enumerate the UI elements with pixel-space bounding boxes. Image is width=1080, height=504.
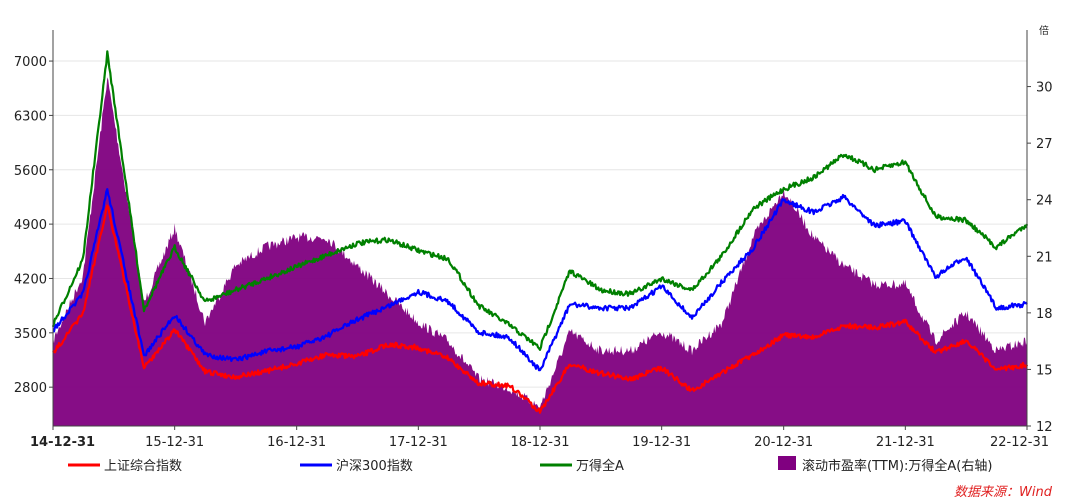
series-csi300-line [52, 188, 1028, 372]
line-layer [51, 50, 1029, 414]
series-sse-composite-line [52, 204, 1029, 414]
x-tick-label: 22-12-31 [990, 435, 1049, 450]
series-wind-all-a-line [51, 50, 1029, 351]
right-tick-label: 27 [1036, 137, 1053, 152]
legend-label: 滚动市盈率(TTM):万得全A(右轴) [802, 458, 992, 474]
x-tick-label: 14-12-31 [30, 435, 95, 450]
right-tick-label: 15 [1036, 363, 1053, 378]
left-tick-label: 4200 [14, 272, 47, 287]
series-pe-ratio-area [53, 77, 1027, 427]
x-tick-label: 19-12-31 [632, 435, 691, 450]
x-tick-label: 16-12-31 [267, 435, 326, 450]
right-tick-label: 21 [1036, 250, 1053, 265]
source-label: 数据来源：Wind [954, 485, 1053, 500]
right-tick-label: 18 [1036, 307, 1053, 322]
pe-area-layer [53, 77, 1027, 427]
legend-label: 沪深300指数 [336, 458, 413, 474]
left-tick-label: 3500 [14, 327, 47, 342]
right-axis-unit-label: 倍 [1039, 24, 1049, 37]
x-tick-label: 17-12-31 [389, 435, 448, 450]
right-tick-label: 12 [1036, 420, 1053, 435]
left-tick-label: 4900 [14, 218, 47, 233]
right-tick-label: 24 [1036, 194, 1053, 209]
legend: 上证综合指数 沪深300指数 万得全A 滚动市盈率(TTM):万得全A(右轴) [68, 456, 992, 474]
left-tick-label: 7000 [14, 55, 47, 70]
legend-label: 上证综合指数 [104, 459, 182, 474]
legend-label: 万得全A [576, 458, 624, 474]
x-tick-label: 15-12-31 [145, 435, 204, 450]
left-tick-label: 6300 [14, 109, 47, 124]
left-tick-label: 5600 [14, 164, 47, 179]
tick-labels: 2800 3500 4200 4900 5600 6300 7000 12 15 18 21 24 27… [14, 55, 1053, 450]
x-tick-label: 18-12-31 [510, 435, 569, 450]
legend-swatch-pe-ratio [778, 456, 796, 470]
left-tick-label: 2800 [14, 381, 47, 396]
x-tick-label: 21-12-31 [876, 435, 935, 450]
right-tick-label: 30 [1036, 81, 1053, 96]
x-tick-label: 20-12-31 [754, 435, 813, 450]
